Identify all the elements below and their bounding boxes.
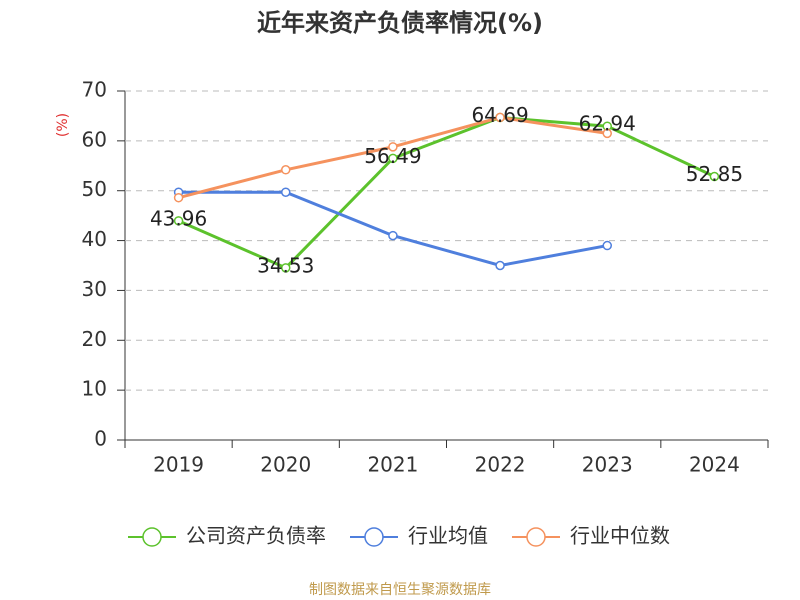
data-point [173, 216, 184, 226]
legend-label: 公司资产负债率 [186, 524, 326, 548]
x-tick-label: 2024 [689, 453, 740, 477]
series-line [177, 115, 716, 270]
data-label: 64.69 [471, 103, 528, 127]
y-tick-label: 60 [82, 127, 107, 151]
x-tick-label: 2020 [260, 453, 311, 477]
data-point [281, 263, 291, 273]
x-tick-label: 2023 [582, 453, 633, 477]
y-tick-label: 50 [82, 177, 107, 201]
legend-marker [142, 527, 162, 547]
data-label: 56.49 [364, 144, 421, 168]
data-point [495, 260, 505, 271]
data-label: 43.96 [150, 206, 207, 230]
x-tick-label: 2021 [367, 453, 418, 477]
legend-item: 公司资产负债率 [128, 524, 326, 548]
data-point [281, 165, 291, 175]
legend-item: 行业中位数 [512, 524, 670, 548]
data-label: 52.85 [686, 162, 743, 186]
data-point [388, 230, 398, 241]
data-label: 62.94 [579, 112, 636, 136]
legend-item: 行业均值 [350, 524, 488, 548]
y-tick-label: 30 [82, 277, 107, 301]
data-point [173, 192, 184, 203]
y-tick-label: 10 [82, 377, 107, 401]
data-label: 34.53 [257, 253, 314, 277]
data-point [495, 112, 505, 123]
data-point [281, 187, 291, 197]
legend-marker [526, 527, 546, 547]
chart-title: 近年来资产负债率情况(%) [257, 9, 543, 37]
y-axis-label: (%) [55, 113, 71, 137]
data-point [388, 142, 398, 152]
legend-label: 行业均值 [408, 524, 488, 548]
data-point [602, 128, 612, 139]
y-tick-label: 20 [82, 327, 107, 351]
series-line [178, 190, 608, 268]
legend-marker [364, 527, 384, 547]
y-tick-label: 40 [82, 227, 107, 251]
data-point [709, 171, 720, 182]
data-point [388, 153, 398, 164]
x-tick-label: 2019 [153, 453, 204, 477]
x-tick-label: 2022 [475, 453, 526, 477]
legend-label: 行业中位数 [570, 524, 670, 548]
data-point [602, 240, 612, 251]
y-tick-label: 70 [82, 78, 107, 102]
source-note: 制图数据来自恒生聚源数据库 [309, 582, 491, 598]
y-tick-label: 0 [94, 427, 107, 451]
